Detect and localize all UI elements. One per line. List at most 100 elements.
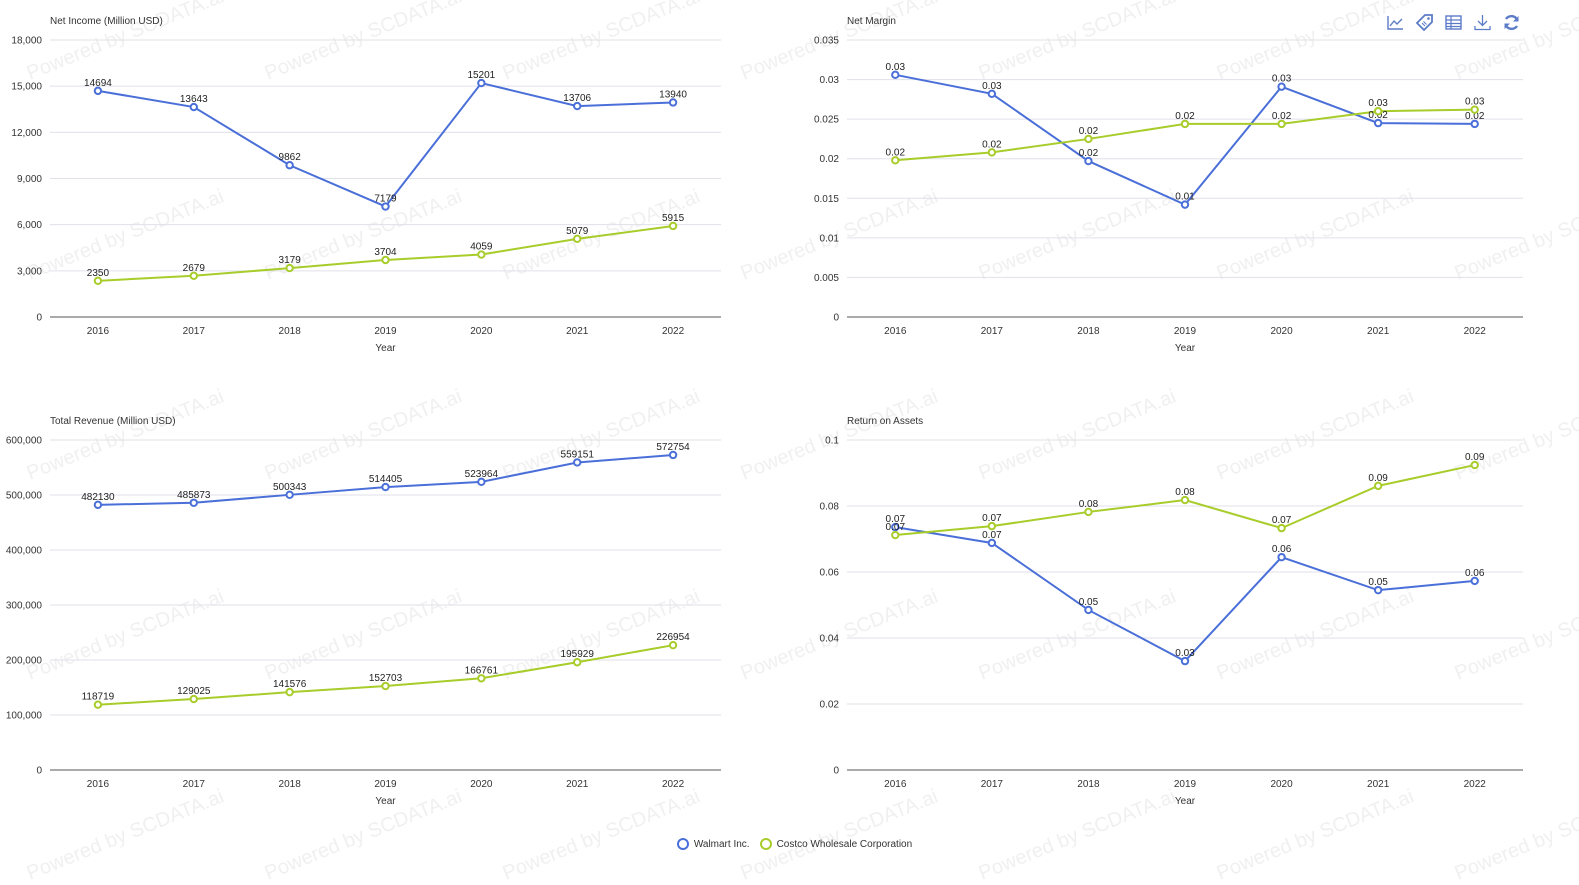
- data-point-walmart: [381, 202, 390, 211]
- data-label-walmart: 485873: [177, 490, 211, 501]
- x-tick-label: 2016: [87, 326, 110, 337]
- watermark-text: Powered by SCDATA.ai: [500, 385, 703, 484]
- watermark-text: Powered by SCDATA.ai: [500, 785, 703, 884]
- download-icon[interactable]: [1473, 13, 1492, 32]
- data-point-costco: [1084, 134, 1093, 144]
- chart-title: Net Income (Million USD): [50, 16, 163, 27]
- chart-legend: Walmart Inc. Costco Wholesale Corporatio…: [0, 838, 1579, 850]
- tag-icon[interactable]: [1415, 13, 1434, 32]
- line-chart-icon[interactable]: [1386, 13, 1405, 32]
- data-point-costco: [987, 148, 997, 157]
- y-tick-label: 0: [833, 766, 839, 777]
- data-point-walmart: [987, 89, 997, 99]
- x-tick-label: 2017: [183, 326, 206, 337]
- watermark-text: Powered by SCDATA.ai: [24, 385, 227, 484]
- data-label-walmart: 13940: [659, 89, 687, 100]
- x-tick-label: 2019: [1174, 326, 1197, 337]
- data-label-walmart: 14694: [84, 78, 112, 89]
- watermark-text: Powered by SCDATA.ai: [1214, 785, 1417, 884]
- y-tick-label: 18,000: [11, 36, 42, 47]
- data-label-walmart: 7179: [374, 194, 397, 205]
- x-tick-label: 2018: [279, 326, 302, 337]
- watermark-text: Powered by SCDATA.ai: [976, 585, 1179, 684]
- watermark-text: Powered by SCDATA.ai: [738, 0, 941, 85]
- data-label-costco: 2350: [87, 268, 110, 279]
- x-tick-label: 2016: [884, 779, 907, 790]
- y-tick-label: 0.005: [814, 273, 839, 284]
- data-point-costco: [1373, 107, 1383, 116]
- legend-item-walmart[interactable]: Walmart Inc.: [676, 838, 750, 850]
- chart-title: Return on Assets: [847, 416, 923, 427]
- y-tick-label: 9,000: [17, 174, 42, 185]
- data-label-walmart: 0.07: [982, 530, 1002, 541]
- x-tick-label: 2017: [981, 326, 1004, 337]
- x-tick-label: 2018: [279, 779, 302, 790]
- data-label-walmart: 13706: [563, 93, 591, 104]
- data-point-walmart: [189, 498, 198, 507]
- y-tick-label: 0: [36, 313, 42, 324]
- data-point-walmart: [668, 450, 678, 460]
- data-point-walmart: [93, 500, 103, 510]
- chart-4: Return on Assets 0 0.02 0.04 0.06 0.08 0.1 2016…: [820, 416, 1523, 807]
- data-point-costco: [381, 255, 390, 265]
- data-label-walmart: 0.03: [1272, 74, 1292, 85]
- watermark-text: Powered by SCDATA.ai: [1452, 785, 1579, 884]
- watermark-text: Powered by SCDATA.ai: [1452, 585, 1579, 684]
- data-label-walmart: 0.05: [1079, 597, 1099, 608]
- watermark-text: Powered by SCDATA.ai: [1214, 585, 1417, 684]
- data-label-walmart: 523964: [465, 469, 499, 480]
- data-table-icon[interactable]: [1444, 13, 1463, 32]
- watermark-text: Powered by SCDATA.ai: [262, 785, 465, 884]
- data-point-costco: [1277, 119, 1286, 129]
- data-label-costco: 4059: [470, 242, 493, 253]
- data-point-costco: [93, 276, 103, 286]
- chart-title: Net Margin: [847, 16, 896, 27]
- data-point-walmart: [93, 86, 103, 96]
- x-tick-label: 2021: [566, 326, 589, 337]
- x-tick-label: 2020: [1270, 326, 1293, 337]
- data-point-costco: [1180, 119, 1190, 129]
- watermark-text: Powered by SCDATA.ai: [738, 185, 941, 284]
- y-tick-label: 0.08: [820, 502, 840, 513]
- x-tick-label: 2020: [470, 779, 493, 790]
- data-point-costco: [189, 271, 198, 280]
- data-point-costco: [668, 640, 678, 650]
- legend-item-costco[interactable]: Costco Wholesale Corporation: [759, 838, 912, 850]
- data-point-walmart: [987, 538, 997, 548]
- data-label-costco: 0.02: [1079, 126, 1099, 137]
- y-tick-label: 0: [833, 313, 839, 324]
- x-tick-label: 2020: [1270, 779, 1293, 790]
- x-tick-label: 2017: [183, 779, 206, 790]
- y-tick-label: 0.02: [820, 700, 840, 711]
- data-label-costco: 0.02: [886, 147, 906, 158]
- data-point-walmart: [1277, 82, 1286, 91]
- data-label-costco: 0.08: [1079, 499, 1099, 510]
- legend-label-walmart: Walmart Inc.: [693, 838, 750, 850]
- data-label-costco: 0.09: [1465, 452, 1485, 463]
- data-label-walmart: 0.06: [1272, 544, 1292, 555]
- data-label-walmart: 0.02: [1368, 110, 1388, 121]
- y-tick-label: 6,000: [17, 220, 42, 231]
- watermark-text: Powered by SCDATA.ai: [24, 785, 227, 884]
- x-tick-label: 2019: [374, 326, 397, 337]
- y-tick-label: 0.03: [820, 75, 840, 86]
- data-label-costco: 152703: [369, 673, 403, 684]
- data-point-walmart: [477, 78, 486, 88]
- chart-toolbox: [1386, 13, 1521, 32]
- y-tick-label: 500,000: [6, 491, 43, 502]
- data-label-walmart: 0.05: [1368, 577, 1388, 588]
- x-tick-label: 2019: [1174, 779, 1197, 790]
- data-point-costco: [573, 658, 582, 667]
- y-tick-label: 0.1: [825, 436, 839, 447]
- data-label-walmart: 0.02: [1465, 111, 1485, 122]
- y-tick-label: 0.015: [814, 194, 839, 205]
- data-label-costco: 0.03: [1465, 97, 1485, 108]
- y-tick-label: 0.025: [814, 115, 839, 126]
- data-label-walmart: 572754: [656, 442, 690, 453]
- data-label-costco: 195929: [561, 649, 595, 660]
- x-tick-label: 2016: [884, 326, 907, 337]
- data-label-costco: 0.09: [1368, 473, 1388, 484]
- data-label-costco: 0.03: [1368, 98, 1388, 109]
- data-point-walmart: [1373, 118, 1383, 128]
- refresh-icon[interactable]: [1502, 13, 1521, 32]
